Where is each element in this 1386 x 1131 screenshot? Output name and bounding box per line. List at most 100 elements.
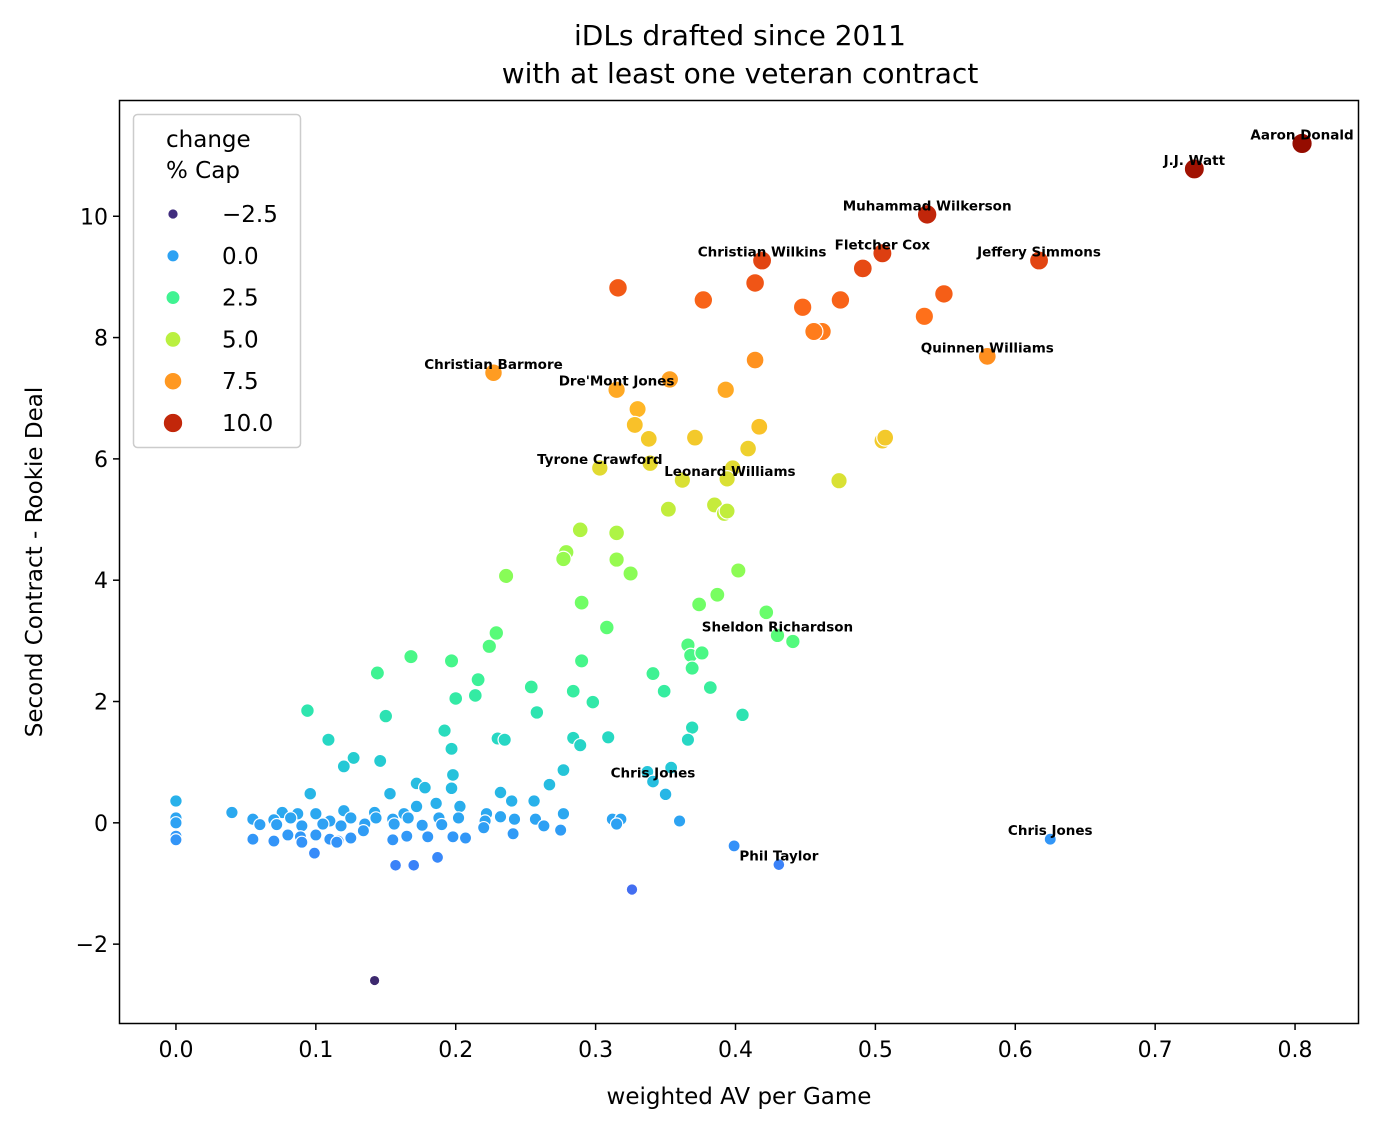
data-point bbox=[529, 705, 545, 720]
data-point bbox=[403, 648, 419, 665]
data-point bbox=[608, 524, 626, 542]
data-point bbox=[769, 627, 786, 644]
data-point bbox=[334, 819, 348, 833]
data-point bbox=[555, 550, 572, 568]
data-point bbox=[269, 817, 284, 832]
data-point bbox=[645, 774, 660, 789]
data-point bbox=[739, 439, 758, 458]
data-point bbox=[169, 816, 183, 830]
chart-title: iDLs drafted since 2011 with at least on… bbox=[502, 19, 979, 90]
point-label: Christian Wilkins bbox=[698, 245, 827, 261]
x-tick-label: 0.8 bbox=[1278, 1038, 1313, 1063]
data-point bbox=[684, 660, 700, 676]
x-tick-label: 0.6 bbox=[998, 1038, 1033, 1063]
data-point bbox=[507, 812, 522, 826]
data-point bbox=[608, 551, 625, 568]
legend-entry-label: 2.5 bbox=[222, 286, 259, 312]
legend-entry-label: 0.0 bbox=[222, 244, 259, 270]
x-tick-label: 0.2 bbox=[438, 1038, 473, 1063]
data-point bbox=[745, 350, 765, 370]
data-point bbox=[356, 824, 371, 838]
y-tick-label: 0 bbox=[94, 812, 108, 837]
data-point bbox=[169, 833, 183, 847]
data-point bbox=[556, 762, 571, 778]
x-tick-label: 0.1 bbox=[298, 1038, 333, 1063]
data-point bbox=[684, 720, 700, 735]
data-point bbox=[693, 290, 714, 310]
data-point bbox=[506, 827, 520, 841]
data-point bbox=[504, 794, 519, 808]
point-label: Fletcher Cox bbox=[835, 237, 931, 253]
data-point bbox=[537, 819, 551, 833]
data-point bbox=[830, 290, 851, 310]
data-point bbox=[804, 321, 824, 342]
data-point bbox=[628, 399, 647, 419]
chart-title-line-1: iDLs drafted since 2011 bbox=[574, 19, 906, 52]
point-label: Chris Jones bbox=[611, 766, 696, 782]
data-point bbox=[346, 750, 361, 766]
data-point bbox=[680, 732, 696, 747]
data-point bbox=[876, 428, 895, 447]
data-point bbox=[369, 665, 386, 681]
x-tick-label: 0.7 bbox=[1138, 1038, 1173, 1063]
data-point bbox=[750, 417, 769, 436]
data-point bbox=[977, 346, 997, 366]
legend-marker bbox=[165, 289, 181, 306]
y-tick-label: 10 bbox=[80, 205, 108, 230]
data-point bbox=[383, 786, 397, 801]
data-point bbox=[169, 794, 183, 808]
data-point bbox=[523, 679, 539, 695]
data-point bbox=[745, 273, 766, 293]
data-point bbox=[267, 834, 281, 848]
legend-title-line-1: change bbox=[166, 127, 251, 153]
data-point bbox=[330, 835, 344, 849]
legend-marker bbox=[166, 249, 180, 263]
data-point bbox=[497, 567, 515, 585]
data-point bbox=[727, 839, 741, 853]
data-point bbox=[1028, 250, 1050, 271]
y-tick-label: 8 bbox=[94, 327, 108, 352]
data-point bbox=[830, 471, 848, 490]
data-point bbox=[225, 805, 239, 820]
data-point bbox=[309, 806, 323, 821]
data-point bbox=[852, 258, 873, 279]
data-point bbox=[1043, 832, 1057, 846]
data-point bbox=[386, 833, 400, 847]
data-point bbox=[660, 370, 680, 389]
data-point bbox=[369, 811, 383, 825]
data-point bbox=[407, 858, 421, 872]
data-point bbox=[730, 562, 747, 579]
legend-marker bbox=[164, 330, 182, 348]
data-point bbox=[295, 819, 309, 833]
point-label: Sheldon Richardson bbox=[702, 619, 853, 635]
point-label: Tyrone Crawford bbox=[537, 452, 662, 468]
data-point bbox=[625, 415, 644, 435]
y-axis-ticks: −2 0 2 4 6 8 10 bbox=[76, 205, 120, 958]
data-point bbox=[553, 823, 568, 837]
legend-marker bbox=[167, 208, 179, 220]
data-point bbox=[443, 653, 460, 669]
data-point bbox=[785, 633, 801, 650]
data-point bbox=[488, 625, 505, 641]
data-point bbox=[702, 680, 718, 696]
data-point bbox=[344, 831, 358, 845]
data-point bbox=[400, 829, 414, 843]
x-axis-label: weighted AV per Game bbox=[607, 1084, 872, 1110]
data-point bbox=[527, 794, 541, 808]
data-point bbox=[608, 277, 628, 298]
data-point bbox=[758, 604, 775, 621]
data-point bbox=[659, 500, 677, 518]
point-label: Muhammad Wilkerson bbox=[843, 198, 1012, 214]
data-point bbox=[300, 703, 315, 719]
plot-frame bbox=[118, 99, 1360, 1025]
data-point bbox=[437, 723, 452, 738]
data-point bbox=[448, 690, 464, 706]
data-point bbox=[445, 767, 460, 782]
data-point bbox=[622, 565, 639, 582]
y-tick-label: 2 bbox=[94, 691, 108, 716]
data-point bbox=[458, 831, 473, 845]
data-point bbox=[309, 828, 323, 842]
point-label: Quinnen Williams bbox=[921, 340, 1054, 356]
x-tick-label: 0.0 bbox=[158, 1038, 193, 1063]
